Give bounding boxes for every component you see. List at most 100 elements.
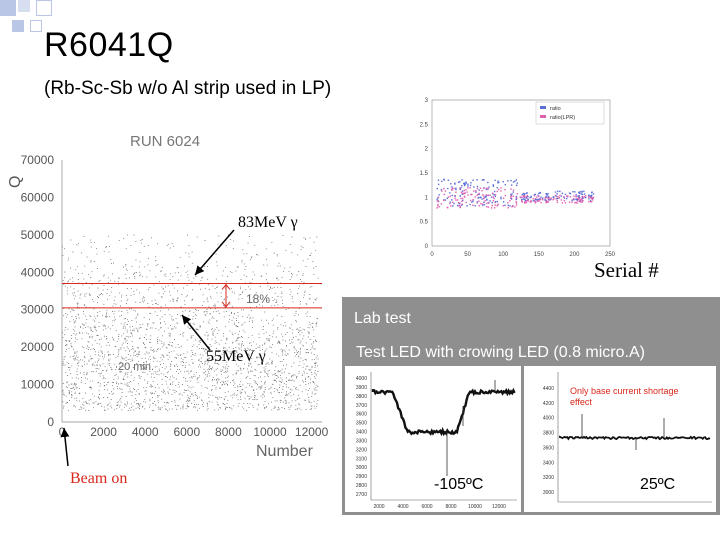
ratio-point <box>556 197 559 200</box>
ratio-point <box>525 192 528 195</box>
ratio-point <box>483 201 485 204</box>
ratio-point <box>489 200 491 202</box>
ratio-point <box>536 199 538 201</box>
ratio-lpr-point <box>459 187 461 189</box>
ratio-lpr-point <box>583 196 585 198</box>
ratio-lpr-point <box>467 187 469 189</box>
ratio-point <box>492 184 495 186</box>
ratio-point <box>521 199 523 201</box>
ratio-lpr-point <box>515 204 518 206</box>
ratio-lpr-point <box>483 187 485 190</box>
ratio-lpr-point <box>516 192 518 195</box>
ratio-point <box>469 203 471 206</box>
ratio-lpr-point <box>549 199 551 201</box>
ratio-point <box>484 196 486 198</box>
ratio-lpr-point <box>493 207 496 209</box>
ratio-lpr-point <box>534 200 536 202</box>
ratio-lpr-point <box>459 206 461 209</box>
ratio-point <box>451 186 453 188</box>
led2-y-tick: 4000 <box>543 416 554 422</box>
ratio-lpr-point <box>496 190 498 193</box>
ratio-lpr-point <box>511 206 513 208</box>
ratio-lpr-point <box>541 199 544 201</box>
ratio-lpr-point <box>487 188 490 190</box>
ratio-point <box>472 200 474 202</box>
ratio-point <box>494 179 496 182</box>
ratio-point <box>496 200 498 203</box>
ratio-lpr-point <box>460 191 463 193</box>
ratio-point <box>581 196 583 198</box>
ratio-y-tick: 1.5 <box>420 171 429 177</box>
legend-ratio-lpr: ratio(LPR) <box>550 115 575 121</box>
temp-warm-label: 25ºC <box>640 476 676 493</box>
ratio-point <box>473 186 475 188</box>
ratio-lpr-point <box>577 200 579 202</box>
x-axis-label: Number <box>256 443 314 460</box>
led1-y-tick: 3300 <box>356 438 367 444</box>
ratio-lpr-point <box>465 201 467 204</box>
ratio-lpr-point <box>588 200 590 203</box>
label-83mev: 83MeV γ <box>238 214 298 231</box>
ratio-point <box>522 198 525 200</box>
ratio-point <box>507 204 509 207</box>
ratio-lpr-point <box>487 194 489 197</box>
led1-x-tick: 6000 <box>421 504 432 510</box>
ratio-point <box>483 179 485 181</box>
ratio-y-tick: 1 <box>425 195 429 201</box>
ratio-lpr-point <box>581 198 583 200</box>
led1-x-tick: 12000 <box>492 504 506 510</box>
ratio-point <box>521 198 523 200</box>
ratio-point <box>466 205 468 207</box>
ratio-lpr-point <box>576 198 578 200</box>
ratio-lpr-point <box>479 187 482 189</box>
ratio-point <box>481 179 484 181</box>
ratio-point <box>462 199 464 202</box>
y-tick-label: 60000 <box>21 190 55 204</box>
led1-x-tick: 4000 <box>397 504 408 510</box>
ratio-point <box>537 198 539 201</box>
ratio-point <box>441 180 443 183</box>
ratio-lpr-point <box>485 194 487 196</box>
ratio-lpr-point <box>525 201 528 204</box>
ratio-point <box>532 200 534 202</box>
ratio-point <box>457 181 460 184</box>
ratio-point <box>572 191 574 193</box>
temp-cold-label: -105ºC <box>434 476 484 493</box>
ratio-point <box>591 191 593 193</box>
ratio-lpr-point <box>437 196 440 198</box>
ratio-point <box>561 192 564 195</box>
ratio-lpr-point <box>460 197 462 200</box>
ratio-lpr-point <box>519 196 522 198</box>
ratio-lpr-point <box>581 199 583 202</box>
ratio-lpr-point <box>583 196 586 198</box>
ratio-point <box>510 184 513 186</box>
ratio-lpr-point <box>569 196 572 198</box>
ratio-lpr-point <box>574 202 576 204</box>
ratio-lpr-point <box>471 193 473 196</box>
x-tick-label: 2000 <box>90 425 117 439</box>
ratio-point <box>534 199 536 202</box>
led1-y-tick: 3500 <box>356 421 367 427</box>
ratio-lpr-point <box>524 202 526 204</box>
ratio-lpr-point <box>534 202 537 204</box>
ratio-lpr-point <box>573 197 575 200</box>
ratio-lpr-point <box>444 190 447 192</box>
ratio-lpr-point <box>539 199 541 201</box>
ratio-lpr-point <box>483 197 486 199</box>
ratio-x-tick: 0 <box>430 252 434 258</box>
ratio-lpr-point <box>578 198 580 200</box>
ratio-point <box>450 183 452 185</box>
ratio-point <box>476 179 478 181</box>
ratio-lpr-point <box>466 191 468 193</box>
ratio-point <box>515 195 518 198</box>
ratio-point <box>469 184 472 187</box>
ratio-point <box>545 193 547 195</box>
ratio-lpr-point <box>483 195 485 197</box>
ratio-point <box>447 179 450 182</box>
ratio-lpr-point <box>559 194 561 197</box>
ratio-point <box>440 188 443 191</box>
ratio-point <box>488 186 490 188</box>
ratio-y-tick: 2 <box>425 147 429 153</box>
ratio-point <box>538 198 540 200</box>
ratio-lpr-point <box>494 201 497 204</box>
